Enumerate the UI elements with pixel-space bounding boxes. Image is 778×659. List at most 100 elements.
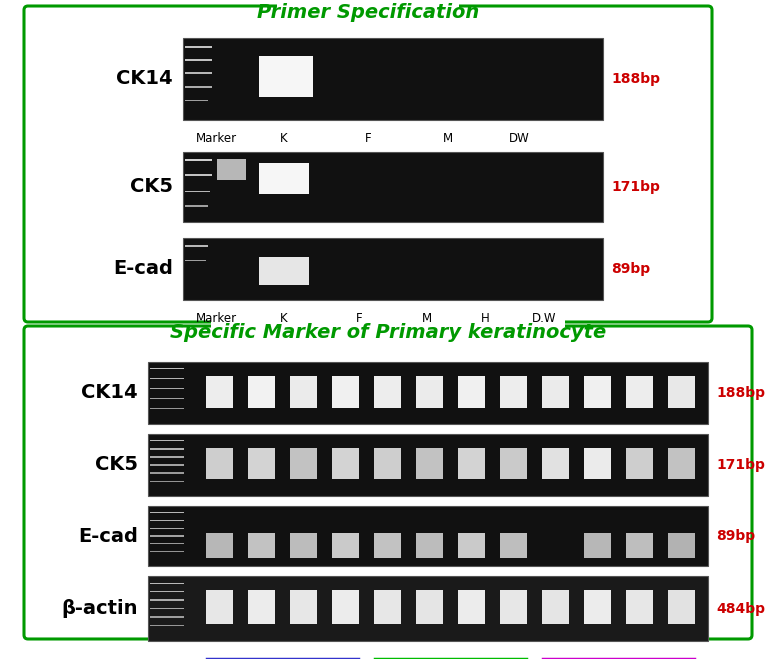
Text: M: M xyxy=(422,312,432,325)
Bar xyxy=(626,447,653,478)
Bar xyxy=(150,551,184,552)
Text: Primer Specification: Primer Specification xyxy=(257,3,479,22)
Text: M: M xyxy=(443,132,453,145)
Bar xyxy=(185,260,206,261)
Text: H: H xyxy=(481,312,490,325)
Bar xyxy=(290,447,317,478)
Text: CK5: CK5 xyxy=(95,455,138,474)
Bar xyxy=(150,535,184,536)
Text: F: F xyxy=(364,132,371,145)
Bar xyxy=(150,528,184,529)
Text: K: K xyxy=(280,312,288,325)
Bar xyxy=(185,190,210,192)
Bar xyxy=(248,590,275,624)
Bar xyxy=(211,320,566,340)
Bar xyxy=(416,590,443,624)
Text: D.W: D.W xyxy=(532,312,556,325)
Bar xyxy=(148,362,708,424)
Bar xyxy=(374,533,401,558)
Bar xyxy=(584,376,611,408)
Bar xyxy=(150,368,184,370)
Bar xyxy=(185,59,212,61)
Text: Specific Marker of Primary keratinocyte: Specific Marker of Primary keratinocyte xyxy=(170,322,606,341)
Bar xyxy=(290,533,317,558)
Bar xyxy=(499,447,527,478)
Bar xyxy=(332,533,359,558)
Bar xyxy=(668,590,695,624)
Bar xyxy=(185,46,212,48)
Bar xyxy=(457,590,485,624)
Bar xyxy=(258,256,309,285)
Bar xyxy=(206,447,233,478)
Text: 89bp: 89bp xyxy=(716,529,755,543)
Bar xyxy=(185,245,208,246)
FancyBboxPatch shape xyxy=(24,6,712,322)
Text: 188bp: 188bp xyxy=(716,386,765,400)
Text: β-actin: β-actin xyxy=(61,599,138,618)
Bar xyxy=(626,533,653,558)
Bar xyxy=(584,447,611,478)
Bar xyxy=(332,376,359,408)
Bar xyxy=(183,38,603,120)
Bar xyxy=(206,590,233,624)
Bar xyxy=(206,376,233,408)
Bar xyxy=(457,533,485,558)
Bar xyxy=(150,398,184,399)
Text: CK5: CK5 xyxy=(130,177,173,196)
Bar xyxy=(185,175,212,176)
Bar xyxy=(150,408,184,409)
Bar xyxy=(206,533,233,558)
Bar xyxy=(185,159,212,161)
Bar xyxy=(150,473,184,474)
Bar xyxy=(248,376,275,408)
Text: Marker: Marker xyxy=(196,312,237,325)
Bar xyxy=(290,590,317,624)
Bar xyxy=(150,378,184,380)
Bar xyxy=(185,100,208,101)
Bar xyxy=(150,440,184,442)
Bar xyxy=(416,533,443,558)
Bar xyxy=(150,448,184,449)
Bar xyxy=(216,159,246,180)
FancyBboxPatch shape xyxy=(24,326,752,639)
Bar xyxy=(332,447,359,478)
Bar xyxy=(626,376,653,408)
Bar xyxy=(416,376,443,408)
Bar xyxy=(332,590,359,624)
Bar xyxy=(374,376,401,408)
Bar xyxy=(499,376,527,408)
Bar xyxy=(150,608,184,609)
Text: 89bp: 89bp xyxy=(611,262,650,276)
Bar xyxy=(457,447,485,478)
Bar xyxy=(150,388,184,389)
Bar xyxy=(150,512,184,513)
Bar xyxy=(150,591,184,592)
Text: CK14: CK14 xyxy=(117,69,173,88)
Text: CK14: CK14 xyxy=(82,384,138,403)
Bar xyxy=(185,72,212,74)
Text: Marker: Marker xyxy=(196,132,237,145)
Bar xyxy=(541,447,569,478)
Bar xyxy=(541,590,569,624)
Bar xyxy=(457,376,485,408)
Text: 171bp: 171bp xyxy=(611,180,660,194)
Bar xyxy=(148,434,708,496)
Bar xyxy=(148,506,708,566)
Bar xyxy=(584,533,611,558)
Bar xyxy=(150,456,184,457)
Bar xyxy=(185,205,208,207)
Bar xyxy=(183,152,603,222)
Bar xyxy=(150,625,184,626)
Bar xyxy=(150,520,184,521)
Bar xyxy=(499,590,527,624)
Text: K: K xyxy=(280,132,288,145)
Bar xyxy=(290,376,317,408)
Bar xyxy=(277,0,459,20)
Bar xyxy=(374,447,401,478)
Bar xyxy=(541,376,569,408)
Bar xyxy=(541,533,569,558)
Bar xyxy=(374,590,401,624)
Bar xyxy=(416,447,443,478)
Bar xyxy=(150,583,184,584)
Bar xyxy=(148,576,708,641)
